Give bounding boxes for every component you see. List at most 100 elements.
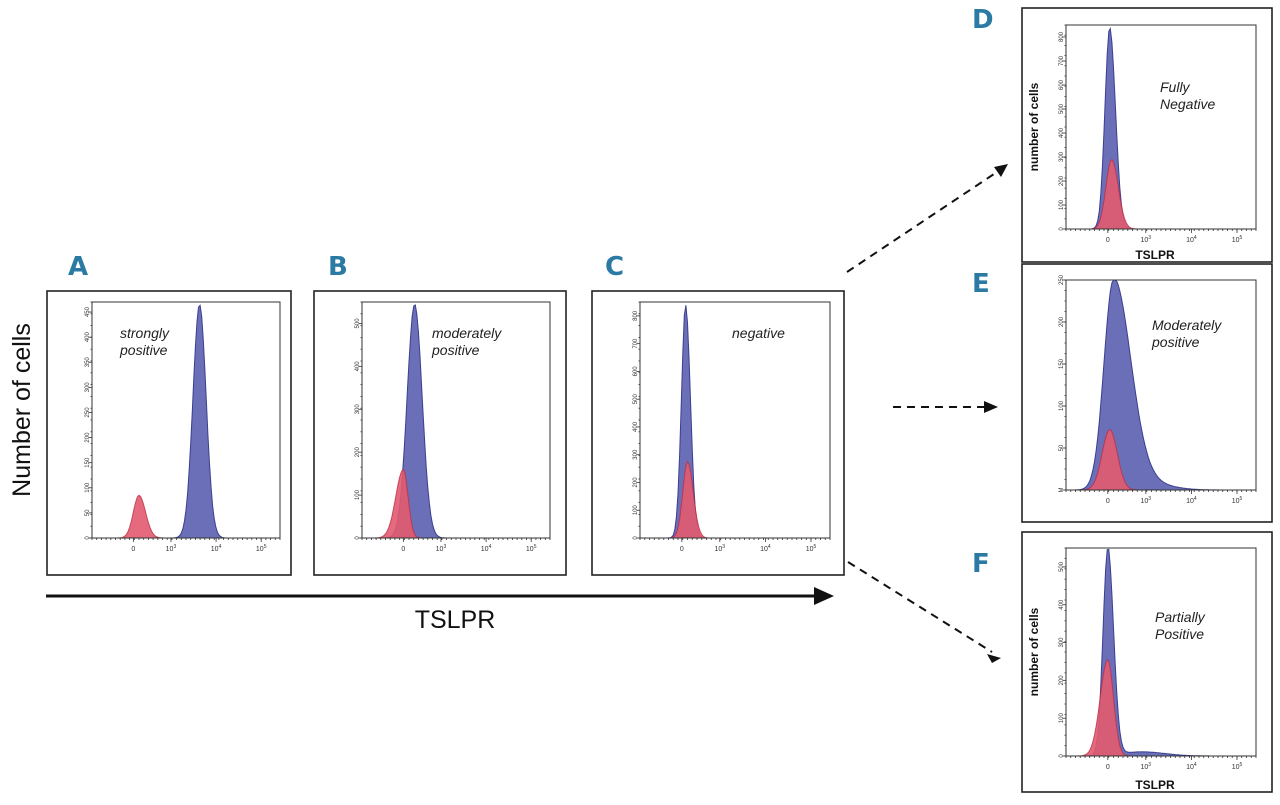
y-tick-label: 300 bbox=[85, 382, 91, 393]
x-tick-label: 103 bbox=[1141, 762, 1152, 771]
y-tick-label: 600 bbox=[1059, 79, 1065, 90]
y-tick-label: 500 bbox=[633, 394, 639, 405]
x-tick-label: 105 bbox=[526, 544, 537, 553]
panel-letter: C bbox=[605, 252, 624, 282]
x-tick-label: 0 bbox=[131, 546, 135, 553]
panel-frame bbox=[1021, 531, 1273, 793]
y-axis-label: Number of cells bbox=[8, 323, 36, 497]
y-tick-label: 50 bbox=[1059, 444, 1065, 451]
panel-d: D 0 100 200 300 400 500 600 700 800 0 103 104 105 Full… bbox=[972, 5, 1273, 263]
panel-letter: E bbox=[972, 269, 990, 299]
y-tick-label: 0 bbox=[1059, 754, 1065, 758]
annotation-text: Negative bbox=[1160, 96, 1215, 112]
y-tick-label: 200 bbox=[1059, 675, 1065, 686]
panel-y-label: number of cells bbox=[1027, 607, 1041, 696]
panel-b: B 0 100 200 300 400 500 0 103 104 105 moderatelypos… bbox=[313, 252, 567, 576]
y-tick-label: 0 bbox=[355, 536, 361, 540]
annotation-text: Positive bbox=[1155, 626, 1204, 642]
x-tick-label: 104 bbox=[1186, 235, 1197, 244]
y-tick-label: 150 bbox=[85, 457, 91, 468]
y-tick-label: 700 bbox=[633, 338, 639, 349]
y-tick-label: 500 bbox=[1059, 561, 1065, 572]
x-tick-label: 104 bbox=[760, 544, 771, 553]
x-tick-label: 104 bbox=[481, 544, 492, 553]
panel-letter: F bbox=[972, 549, 990, 579]
dashed-arrow-to-f bbox=[847, 561, 1001, 663]
x-tick-label: 104 bbox=[1186, 762, 1197, 771]
panel-e: E M 50 100 150 200 250 0 103 104 105 Moderatelyposi… bbox=[972, 263, 1273, 523]
dashed-arrow-to-e bbox=[893, 401, 998, 413]
annotation-text: negative bbox=[732, 325, 785, 341]
x-tick-label: 103 bbox=[715, 544, 726, 553]
y-tick-label: 400 bbox=[1059, 599, 1065, 610]
y-tick-label: 100 bbox=[1059, 400, 1065, 411]
y-tick-label: 0 bbox=[85, 536, 91, 540]
panel-letter: B bbox=[328, 252, 348, 282]
y-tick-label: 50 bbox=[85, 509, 91, 516]
x-tick-label: 105 bbox=[1232, 496, 1243, 505]
x-tick-label: 105 bbox=[256, 544, 267, 553]
y-tick-label: 400 bbox=[85, 331, 91, 342]
y-tick-label: 100 bbox=[1059, 199, 1065, 210]
x-tick-label: 103 bbox=[166, 544, 177, 553]
annotation-text: positive bbox=[119, 342, 168, 358]
panels: A 0 50 100 150 200 250 300 350 400 450 0 103 104 105 st… bbox=[46, 5, 1273, 793]
dashed-arrow-to-d bbox=[846, 164, 1008, 273]
y-tick-label: 300 bbox=[1059, 151, 1065, 162]
x-tick-label: 103 bbox=[1141, 496, 1152, 505]
annotation-text: moderately bbox=[432, 325, 502, 341]
y-tick-label: 300 bbox=[355, 404, 361, 415]
x-tick-label: 0 bbox=[1106, 498, 1110, 505]
y-tick-label: 150 bbox=[1059, 358, 1065, 369]
y-tick-label: 200 bbox=[633, 477, 639, 488]
annotation-text: Partially bbox=[1155, 609, 1206, 625]
y-tick-label: 200 bbox=[355, 447, 361, 458]
panel-frame bbox=[1021, 7, 1273, 263]
annotation-text: Moderately bbox=[1152, 317, 1222, 333]
x-tick-label: 0 bbox=[680, 546, 684, 553]
panel-f: F 0 100 200 300 400 500 0 103 104 105 PartiallyPosi… bbox=[972, 531, 1273, 793]
annotation-text: positive bbox=[1151, 334, 1200, 350]
x-tick-label: 105 bbox=[1232, 762, 1243, 771]
x-tick-label: 0 bbox=[401, 546, 405, 553]
y-tick-label: 100 bbox=[1059, 713, 1065, 724]
y-tick-label: 200 bbox=[1059, 316, 1065, 327]
panel-letter: D bbox=[972, 5, 994, 35]
x-tick-label: 0 bbox=[1106, 237, 1110, 244]
x-tick-label: 104 bbox=[211, 544, 222, 553]
y-tick-label: 400 bbox=[355, 361, 361, 372]
y-tick-label: 100 bbox=[633, 505, 639, 516]
y-tick-label: 800 bbox=[1059, 31, 1065, 42]
panel-frame bbox=[46, 290, 292, 576]
x-tick-label: 105 bbox=[1232, 235, 1243, 244]
x-tick-label: 105 bbox=[806, 544, 817, 553]
y-tick-label: 250 bbox=[85, 407, 91, 418]
panel-y-label: number of cells bbox=[1027, 82, 1041, 171]
y-tick-label: 250 bbox=[1059, 274, 1065, 285]
panel-a: A 0 50 100 150 200 250 300 350 400 450 0 103 104 105 st… bbox=[46, 252, 292, 576]
y-tick-label: 300 bbox=[1059, 637, 1065, 648]
y-tick-label: M bbox=[1059, 488, 1065, 493]
y-tick-label: 800 bbox=[633, 310, 639, 321]
annotation-text: Fully bbox=[1160, 79, 1191, 95]
panel-frame bbox=[591, 290, 845, 576]
x-axis-label: TSLPR bbox=[415, 606, 496, 634]
x-tick-label: 0 bbox=[1106, 764, 1110, 771]
y-tick-label: 0 bbox=[633, 536, 639, 540]
y-tick-label: 400 bbox=[633, 421, 639, 432]
y-tick-label: 500 bbox=[1059, 103, 1065, 114]
annotation-text: strongly bbox=[120, 325, 170, 341]
annotation-text: positive bbox=[431, 342, 480, 358]
y-tick-label: 400 bbox=[1059, 127, 1065, 138]
panel-x-label: TSLPR bbox=[1135, 778, 1175, 792]
panel-x-label: TSLPR bbox=[1135, 248, 1175, 262]
y-tick-label: 200 bbox=[1059, 175, 1065, 186]
y-tick-label: 500 bbox=[355, 318, 361, 329]
y-tick-label: 200 bbox=[85, 432, 91, 443]
x-tick-label: 103 bbox=[1141, 235, 1152, 244]
panel-frame bbox=[313, 290, 567, 576]
panel-c: C 0 100 200 300 400 500 600 700 800 0 103 104 105 nega… bbox=[591, 252, 845, 576]
panel-letter: A bbox=[68, 252, 88, 282]
y-tick-label: 100 bbox=[355, 489, 361, 500]
